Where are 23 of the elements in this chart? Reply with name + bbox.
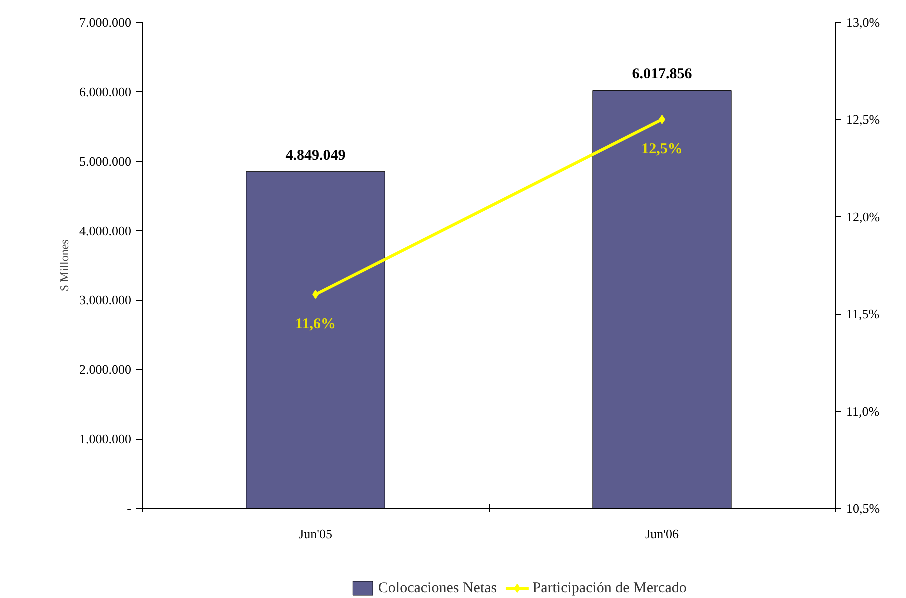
x-tick-label: Jun'05 [299, 526, 332, 542]
y2-tick-label: 12,0% [846, 209, 880, 224]
y-tick-label: 1.000.000 [80, 432, 132, 447]
y2-tick-label: 11,0% [846, 404, 880, 419]
legend-label: Participación de Mercado [532, 580, 687, 596]
y-tick-label: 7.000.000 [80, 15, 132, 30]
data-label: 6.017.856 [632, 66, 693, 83]
x-tick-label: Jun'06 [646, 526, 680, 542]
legend-label: Colocaciones Netas [378, 580, 498, 596]
y-tick-label: - [127, 501, 132, 516]
y-tick-label: 6.000.000 [80, 84, 132, 100]
y-tick-label: 2.000.000 [80, 362, 132, 378]
y-tick-label: 4.000.000 [80, 223, 132, 238]
data-label: 12,5% [642, 142, 683, 158]
data-label: 4.849.049 [286, 148, 346, 164]
y2-tick-label: 11,5% [846, 306, 880, 322]
y2-tick-label: 13,0% [846, 15, 880, 30]
y-tick-label: 3.000.000 [80, 292, 132, 308]
data-label: 11,6% [296, 316, 336, 333]
y-axis-title: $ Millones [58, 239, 72, 292]
y2-tick-label: 12,5% [846, 112, 880, 128]
y2-tick-label: 10,5% [846, 501, 880, 516]
y-tick-label: 5.000.000 [80, 154, 132, 169]
